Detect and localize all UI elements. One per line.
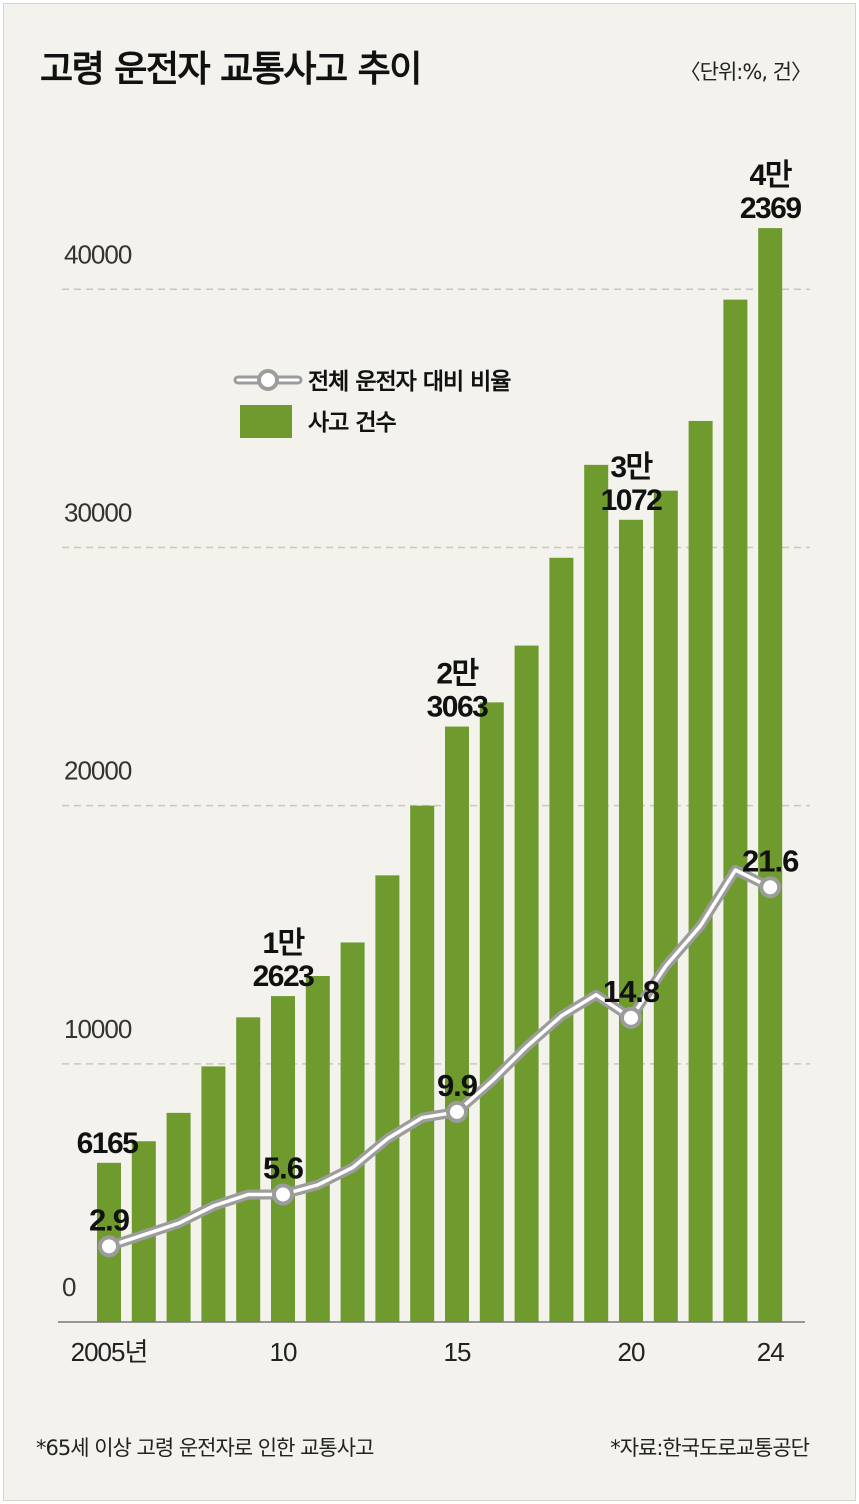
bar-data-label: 6165 — [77, 1127, 139, 1160]
y-tick-label: 20000 — [64, 756, 132, 786]
bar — [653, 490, 678, 1322]
ratio-marker — [446, 1100, 468, 1123]
x-tick-label: 2005년 — [71, 1337, 148, 1367]
bar — [758, 228, 783, 1322]
bar-data-label: 2만 — [436, 658, 479, 691]
legend-bar-label: 사고 건수 — [308, 410, 396, 436]
bar — [305, 976, 330, 1322]
bar-data-label: 3만 — [610, 451, 653, 484]
ratio-marker — [759, 876, 782, 899]
bar — [410, 805, 435, 1322]
y-tick-label: 40000 — [64, 239, 132, 269]
source-note: *자료:한국도로교통공단 — [610, 1436, 810, 1460]
ratio-data-label: 5.6 — [263, 1150, 304, 1185]
legend: 전체 운전자 대비 비율 사고 건수 — [233, 369, 512, 438]
bar — [723, 299, 748, 1323]
bar-data-label: 2369 — [740, 192, 802, 225]
ratio-line-series — [98, 865, 782, 1258]
ratio-marker — [272, 1183, 294, 1206]
legend-line-label: 전체 운전자 대비 비율 — [308, 369, 511, 395]
ratio-marker — [98, 1235, 120, 1258]
gridlines: 0 10000 20000 30000 40000 — [62, 239, 810, 1302]
bar — [375, 875, 400, 1322]
ratio-data-label: 21.6 — [742, 843, 799, 878]
ratio-marker — [620, 1006, 642, 1029]
bar — [479, 702, 504, 1322]
bar-data-label: 2623 — [253, 960, 315, 993]
ratio-data-label: 14.8 — [603, 974, 660, 1009]
bar — [514, 645, 539, 1322]
bar-series — [97, 228, 783, 1323]
bar — [340, 942, 365, 1322]
y-tick-label: 30000 — [64, 497, 132, 527]
bar — [688, 420, 713, 1323]
bar — [201, 1066, 226, 1322]
x-tick-label: 10 — [270, 1337, 297, 1367]
y-tick-label: 0 — [62, 1272, 76, 1302]
bar — [271, 996, 295, 1322]
bar — [445, 726, 469, 1322]
ratio-data-label: 9.9 — [437, 1068, 478, 1103]
bar — [236, 1017, 261, 1322]
bar-data-label: 1만 — [262, 927, 305, 960]
bar — [549, 557, 574, 1322]
bar-data-label: 3063 — [427, 691, 489, 724]
legend-line-swatch — [233, 369, 303, 391]
footnote: *65세 이상 고령 운전자로 인한 교통사고 — [36, 1436, 374, 1460]
x-tick-label: 24 — [757, 1337, 784, 1367]
bar-data-label: 1072 — [601, 484, 663, 517]
x-tick-label: 15 — [444, 1337, 471, 1367]
x-tick-label: 20 — [618, 1337, 645, 1367]
bar-data-label: 4만 — [750, 159, 793, 192]
bar — [619, 519, 643, 1322]
bar — [584, 464, 609, 1322]
y-tick-label: 10000 — [64, 1014, 132, 1044]
ratio-line-highlight — [107, 868, 772, 1249]
unit-label: 〈단위:%, 건〉 — [679, 60, 812, 84]
axes: 2005년 10 15 20 24 — [58, 1321, 805, 1367]
chart-title: 고령 운전자 교통사고 추이 — [40, 49, 422, 90]
ratio-data-label: 2.9 — [89, 1202, 130, 1237]
legend-bar-swatch — [240, 405, 292, 438]
